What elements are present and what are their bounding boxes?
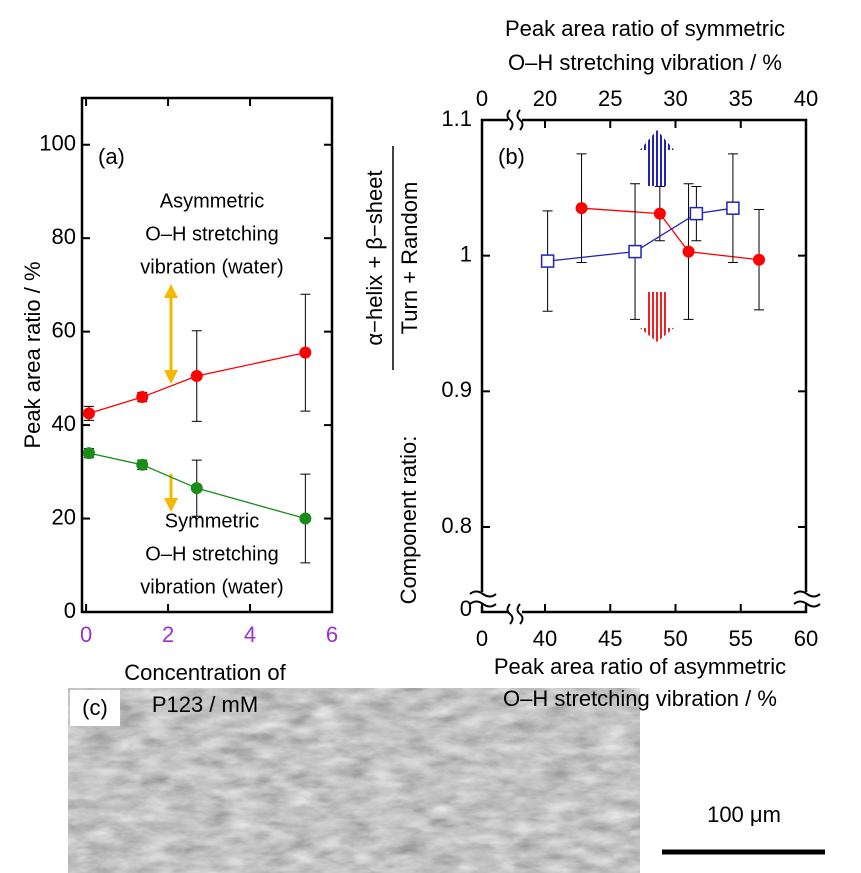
y-axis-label-numerator: α−helix + β−sheet [362,170,387,345]
y-tick-label: 60 [52,317,76,342]
x2-axis-label: O–H stretching vibration / % [508,50,782,75]
series-line [547,207,734,262]
y-tick-label: 80 [52,224,76,249]
x-tick-label: 50 [663,626,687,651]
x-tick-label: 40 [533,626,557,651]
data-point [726,201,740,215]
y-tick-label: 1.1 [441,106,472,131]
series-line [88,452,306,520]
x2-tick-label: 30 [663,86,687,111]
data-point [575,202,588,215]
annotation: vibration (water) [140,576,283,598]
data-point [299,512,312,525]
data-point [190,482,203,495]
data-point [136,458,149,471]
x-tick-label: 4 [244,622,256,647]
y-tick-label: 40 [52,411,76,436]
data-point [628,244,642,259]
y-tick-label: 0.8 [441,513,472,538]
data-point [540,254,555,268]
y-axis-label: Peak area ratio / % [20,261,45,448]
x2-tick-label: 40 [794,86,818,111]
data-point [689,206,704,221]
x-tick-label: 55 [729,626,753,651]
annotation: vibration (water) [140,256,283,278]
x2-tick-label: 20 [533,86,557,111]
x-tick-label: 0 [80,622,92,647]
y-axis-label-denominator: Turn + Random [397,182,422,335]
scale-bar-label: 100 μm [707,802,781,827]
x-axis-label: Peak area ratio of asymmetric [494,654,786,679]
micrograph [68,688,640,873]
series-line [88,352,306,415]
data-point [82,407,95,420]
x-tick-label: 60 [794,626,818,651]
y-tick-label: 1 [460,241,472,266]
x-axis-label: O–H stretching vibration / % [503,686,777,711]
annotation: Symmetric [165,510,259,532]
series-line [581,207,760,261]
data-point [299,346,312,359]
x2-axis-label: Peak area ratio of symmetric [505,16,785,41]
data-point [753,253,766,266]
y-tick-label: 0 [64,598,76,623]
x2-tick-label: 35 [729,86,753,111]
data-point [653,207,666,220]
x-axis-label: P123 / mM [152,692,258,717]
x2-tick-label: 25 [598,86,622,111]
annotation: O–H stretching [145,223,278,245]
x-tick-label: 0 [476,626,488,651]
panel-label: (b) [498,144,525,169]
data-point [190,370,203,383]
x-axis-label: Concentration of [124,660,286,685]
panel-label: (a) [98,144,125,169]
data-point [136,391,149,404]
y-tick-label: 20 [52,504,76,529]
y-tick-label: 0.9 [441,377,472,402]
y-axis-label-prefix: Component ratio: [396,436,421,605]
annotation: Asymmetric [160,190,264,212]
annotation: O–H stretching [145,543,278,565]
y-axis-label: Component ratio: α−helix + β−sheet Turn + … [362,146,422,604]
data-point [682,245,695,258]
plot-frame-a [80,96,334,614]
data-point [82,447,95,460]
x-tick-label: 2 [162,622,174,647]
x2-tick-label: 0 [476,86,488,111]
axis-breaks [469,109,821,625]
y-tick-label: 100 [39,131,76,156]
x-tick-label: 45 [598,626,622,651]
plot-frame-b [480,118,808,614]
x-tick-label: 6 [326,622,338,647]
direction-arrows [640,130,674,342]
y-tick-label: 0 [460,596,472,621]
label-box [70,690,120,726]
orange-arrows [164,284,178,512]
panel-label: (c) [82,695,108,720]
